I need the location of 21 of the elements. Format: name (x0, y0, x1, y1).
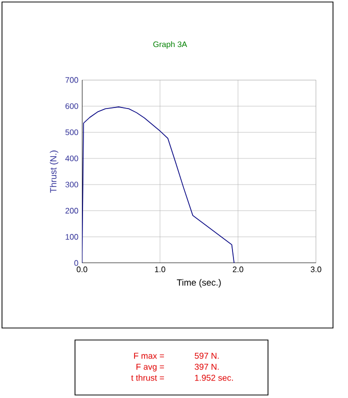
x-axis-title: Time (sec.) (176, 279, 221, 288)
y-tick-label: 0 (74, 260, 78, 266)
text: F avg = (136, 364, 164, 372)
text: 397 N. (194, 364, 219, 370)
text: 597 N. (194, 352, 219, 359)
x-tick-label: 1.0 (155, 266, 166, 272)
chart-title: Graph 3A (153, 41, 188, 49)
y-tick-label: 200 (66, 208, 78, 214)
y-tick-label: 500 (65, 129, 78, 136)
y-tick-label: 700 (66, 77, 78, 83)
text: 1.952 sec. (195, 374, 233, 381)
x-tick-label: 0.0 (76, 266, 88, 272)
text: F max = (134, 352, 164, 359)
y-tick-label: 300 (65, 182, 78, 188)
y-axis-title: Thrust (N.) (50, 150, 58, 193)
y-tick-label: 600 (66, 103, 78, 109)
y-tick-label: 400 (65, 156, 78, 162)
x-tick-label: 3.0 (310, 266, 322, 272)
y-tick-label: 100 (66, 234, 78, 240)
x-tick-label: 2.0 (232, 266, 244, 272)
text: t thrust = (131, 374, 164, 381)
